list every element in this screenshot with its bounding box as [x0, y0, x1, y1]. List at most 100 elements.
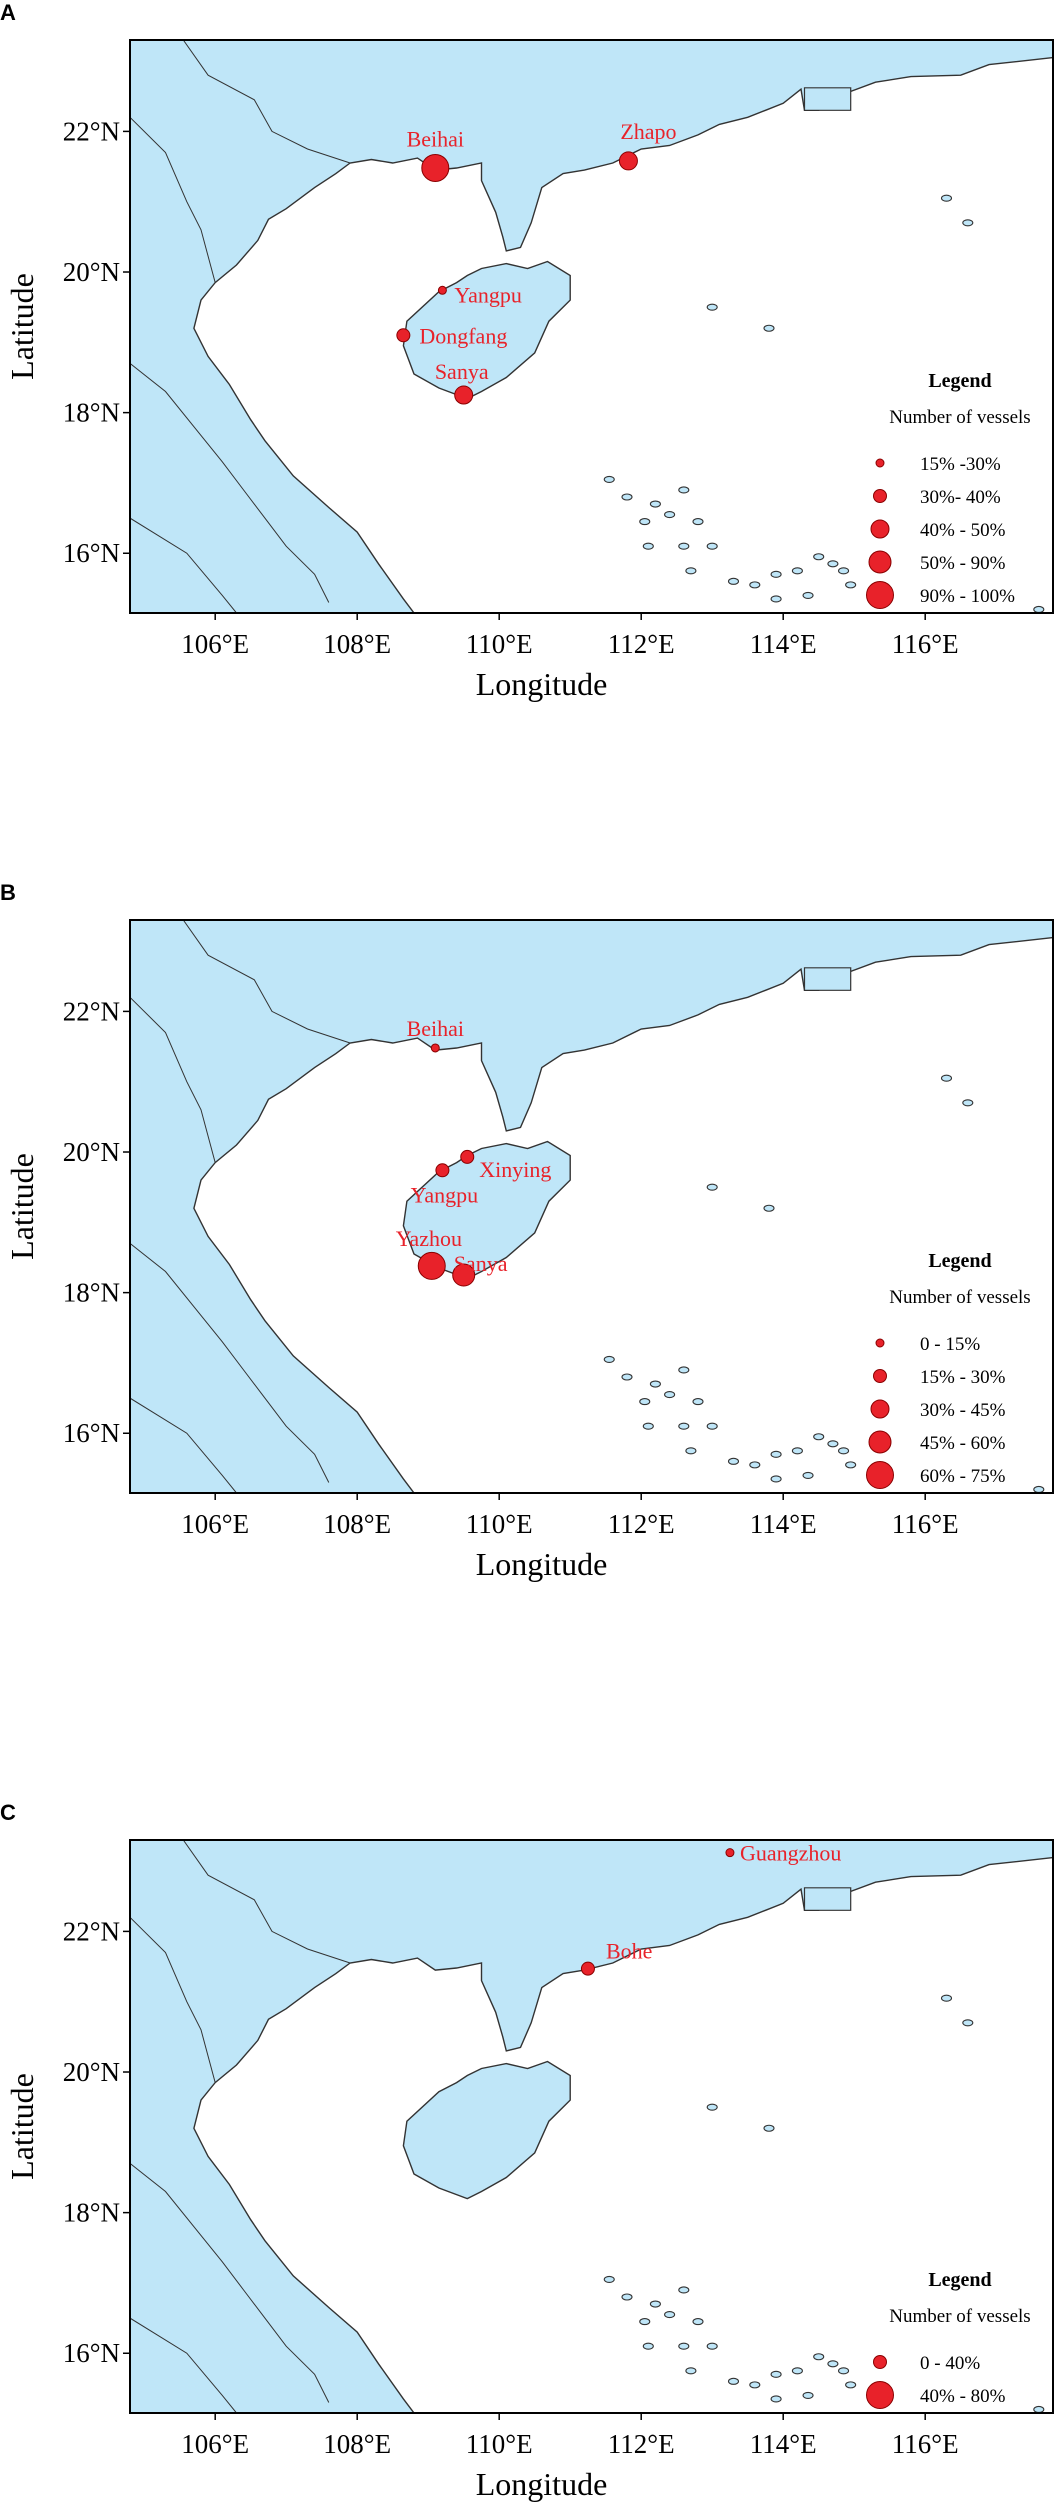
small-island — [621, 2293, 633, 2301]
legend-marker — [868, 550, 892, 574]
small-island — [845, 2381, 857, 2389]
lon-tick-label: 114°E — [750, 1509, 817, 1539]
small-island — [678, 1366, 690, 1374]
legend-marker — [868, 1430, 892, 1454]
small-island — [770, 2395, 782, 2403]
border-line — [130, 517, 237, 613]
border-line — [182, 40, 351, 164]
small-island — [706, 2342, 718, 2350]
port-marker — [580, 1961, 595, 1976]
small-island — [642, 542, 654, 550]
small-island — [749, 2381, 761, 2389]
map-panel-a: A 106°E 108°E 110°E 112°E 114°E 116°E 22°N 20°N… — [0, 0, 1063, 708]
port-marker — [454, 385, 474, 405]
legend-item-label: 30%- 40% — [920, 487, 1001, 508]
border-line — [130, 116, 216, 283]
y-axis-label: Latitude — [4, 273, 40, 380]
hongkong-rect — [803, 967, 852, 991]
small-island — [962, 219, 974, 227]
map-svg-b: 106°E 108°E 110°E 112°E 114°E 116°E 22°N 20°N 18… — [4, 919, 1054, 1582]
legend-marker — [866, 2381, 894, 2409]
border-line — [182, 920, 351, 1044]
small-island — [837, 2367, 850, 2375]
legend-item-label: 15% - 30% — [920, 1367, 1006, 1388]
small-island — [802, 2391, 814, 2399]
small-island — [621, 1373, 633, 1381]
small-island — [692, 518, 704, 526]
legend-title: Legend — [928, 370, 991, 392]
y-axis-label: Latitude — [4, 1153, 40, 1260]
lon-tick-label: 112°E — [608, 629, 675, 659]
legend-item-label: 90% - 100% — [920, 586, 1015, 607]
lon-tick-label: 108°E — [323, 2429, 391, 2459]
border-line — [130, 996, 216, 1163]
hongkong-rect — [803, 87, 852, 111]
small-island — [649, 1380, 661, 1388]
border-line — [130, 1397, 237, 1493]
border-line — [130, 1916, 216, 2083]
small-island — [940, 1994, 953, 2002]
lon-tick-label: 116°E — [892, 1509, 959, 1539]
port-label: Yangpu — [411, 1182, 478, 1207]
small-island — [664, 1391, 676, 1399]
small-island — [664, 2311, 676, 2319]
small-island — [639, 518, 651, 526]
lat-tick-label: 20°N — [63, 1137, 120, 1167]
legend-subtitle: Number of vessels — [889, 2306, 1030, 2327]
legend-marker — [873, 2355, 887, 2369]
small-island — [791, 1447, 803, 1455]
small-island — [678, 1422, 690, 1430]
lon-tick-label: 106°E — [181, 1509, 249, 1539]
small-island — [603, 475, 615, 483]
lon-tick-label: 108°E — [323, 629, 391, 659]
port-label: Beihai — [407, 126, 464, 151]
lon-tick-label: 108°E — [323, 1509, 391, 1539]
port-label: Dongfang — [419, 323, 507, 348]
small-island — [685, 567, 697, 575]
small-island — [940, 194, 953, 202]
lon-tick-label: 112°E — [608, 2429, 675, 2459]
legend-item-label: 60% - 75% — [920, 1466, 1006, 1487]
legend-marker — [875, 458, 885, 468]
legend-title: Legend — [928, 2269, 991, 2291]
small-island — [678, 486, 690, 494]
plot-frame — [129, 1839, 1054, 2414]
hongkong-rect — [803, 1887, 852, 1911]
small-island — [813, 553, 825, 561]
border-line — [130, 2317, 237, 2413]
small-island — [727, 577, 740, 585]
small-island — [642, 2342, 654, 2350]
legend-marker — [870, 519, 890, 539]
small-island — [727, 2377, 740, 2385]
hainan-island — [402, 2060, 571, 2200]
legend-marker — [866, 581, 894, 609]
small-island — [791, 567, 803, 575]
small-island — [827, 1440, 839, 1448]
small-island — [649, 500, 661, 508]
small-island — [621, 493, 633, 501]
lat-tick-label: 20°N — [63, 257, 120, 287]
small-island — [706, 1183, 718, 1191]
lat-tick-label: 20°N — [63, 2057, 120, 2087]
small-island — [1033, 1485, 1045, 1493]
map-panel-c: C 106°E 108°E 110°E 112°E 114°E 116°E 22°N 20°N… — [0, 1800, 1063, 2508]
legend-marker — [873, 1369, 887, 1383]
lon-tick-label: 114°E — [750, 629, 817, 659]
small-island — [962, 1099, 974, 1107]
small-island — [678, 542, 690, 550]
port-label: Bohe — [606, 1939, 652, 1964]
small-island — [1033, 605, 1045, 613]
legend-item-label: 40% - 80% — [920, 2386, 1006, 2407]
port-marker — [421, 153, 450, 182]
legend-marker — [866, 1461, 894, 1489]
small-island — [678, 2342, 690, 2350]
small-island — [770, 595, 782, 603]
port-marker — [435, 1163, 450, 1178]
small-island — [639, 2318, 651, 2326]
lon-tick-label: 114°E — [750, 2429, 817, 2459]
legend-item-label: 30% - 45% — [920, 1400, 1006, 1421]
lon-tick-label: 116°E — [892, 629, 959, 659]
small-island — [940, 1074, 953, 1082]
small-island — [845, 581, 857, 589]
lat-tick-label: 18°N — [63, 398, 120, 428]
